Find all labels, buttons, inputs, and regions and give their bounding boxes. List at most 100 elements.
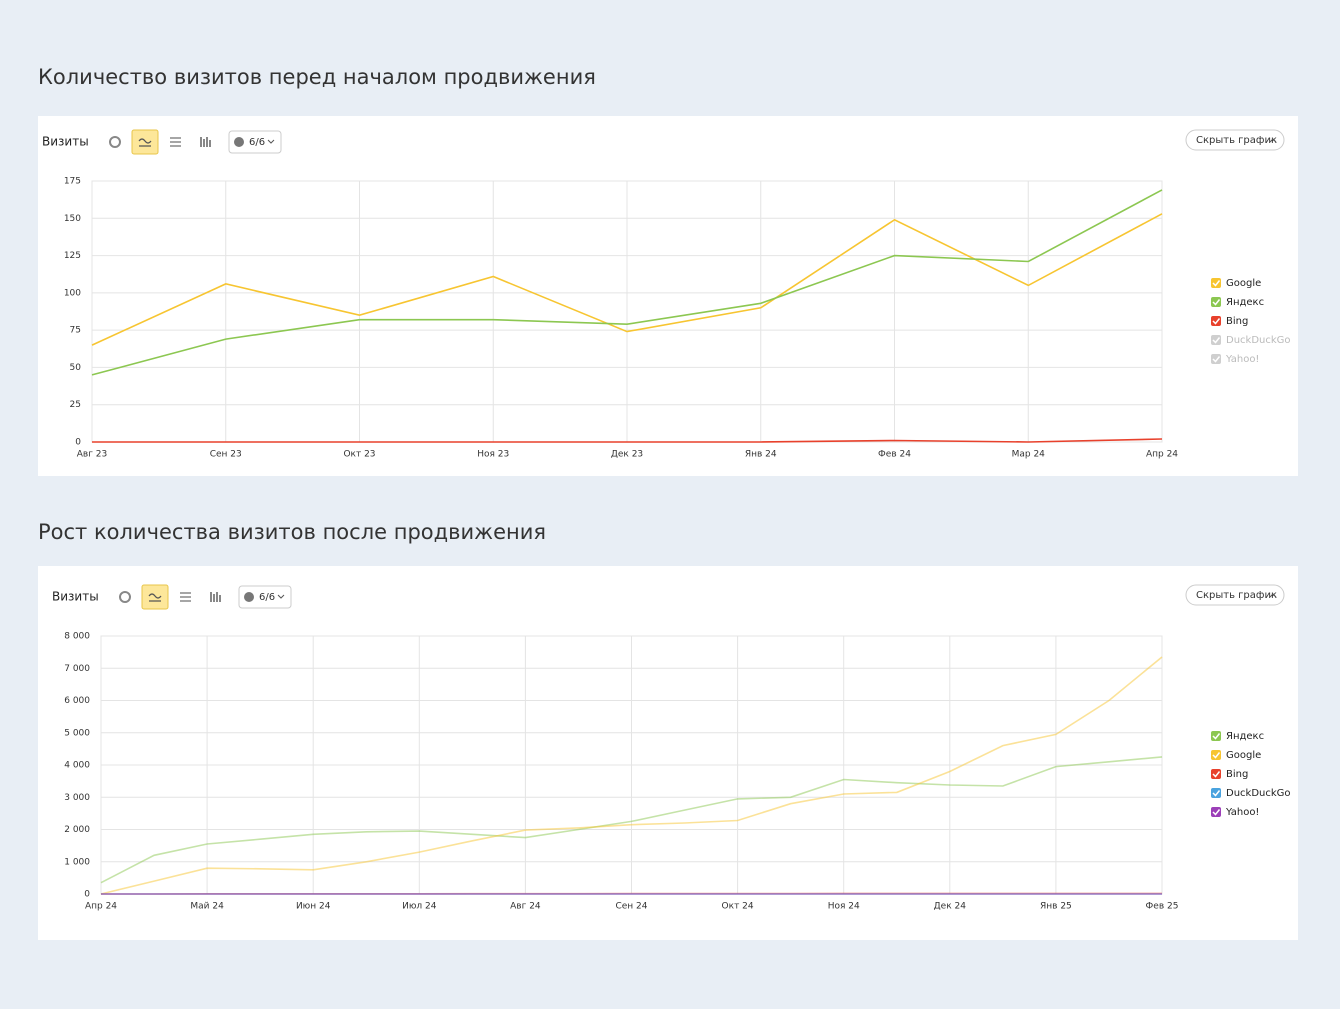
series-line [100,656,1163,895]
segments-button[interactable] [228,130,282,154]
chevron-up [1269,138,1277,143]
pie-icon[interactable] [119,591,131,603]
legend-checkbox[interactable] [1211,788,1221,798]
y-tick-label: 0 [84,890,90,900]
bar-icon[interactable] [210,592,221,602]
y-tick-label: 5 000 [64,728,90,738]
chart-title: Рост количества визитов после продвижени… [38,520,546,544]
hide-button[interactable] [1185,584,1285,606]
bar-icon[interactable] [200,137,211,147]
series-line [91,189,1163,376]
chevron-up [1269,593,1277,598]
x-tick-label: Мар 24 [1012,450,1046,460]
series-line [100,756,1163,884]
area-icon[interactable] [180,592,191,602]
legend-check [1212,809,1221,816]
legend-label: Yahoo! [1225,807,1259,818]
metric-label: Визиты [52,590,99,604]
x-tick-label: Авг 24 [510,902,541,912]
x-tick-label: Фев 25 [1146,902,1179,912]
legend-check [1212,733,1221,740]
x-tick-label: Дек 24 [934,902,967,912]
line-icon [138,138,152,147]
legend-label: Google [1226,278,1261,289]
y-tick-label: 25 [70,400,81,410]
legend-check [1212,356,1221,363]
x-tick-label: Янв 24 [745,450,777,460]
x-tick-label: Фев 24 [878,450,911,460]
segments-button[interactable] [238,585,292,609]
x-tick-label: Июл 24 [402,902,437,912]
y-tick-label: 3 000 [64,793,90,803]
y-tick-label: 0 [75,438,81,448]
legend-check [1212,299,1221,306]
legend-checkbox[interactable] [1211,278,1221,288]
chevron [267,139,275,144]
hide-label: Скрыть график [1196,135,1277,146]
line-icon-active[interactable] [141,584,169,610]
legend-label: Яндекс [1226,297,1264,308]
y-tick-label: 150 [64,214,81,224]
legend-checkbox[interactable] [1211,354,1221,364]
legend-label: Яндекс [1226,731,1264,742]
panel [38,566,1298,940]
hide-label: Скрыть график [1196,590,1277,601]
y-tick-label: 7 000 [64,664,90,674]
x-tick-label: Май 24 [190,902,224,912]
series-line [92,438,1163,443]
x-tick-label: Авг 23 [77,450,108,460]
x-tick-label: Ноя 23 [477,450,509,460]
x-tick-label: Ноя 24 [828,902,860,912]
series-line [91,213,1163,346]
legend-check [1212,318,1221,325]
y-tick-label: 2 000 [64,825,90,835]
legend-check [1212,790,1221,797]
y-tick-label: 175 [64,177,81,187]
chart-title: Количество визитов перед началом продвиж… [38,65,596,89]
x-tick-label: Апр 24 [1146,450,1178,460]
x-tick-label: Апр 24 [85,902,117,912]
segments-label: 6/6 [249,137,265,148]
legend-label: Yahoo! [1225,354,1259,365]
legend-check [1212,280,1221,287]
line-icon [148,593,162,602]
y-tick-label: 8 000 [64,632,90,642]
metric-label: Визиты [42,135,89,149]
legend-checkbox[interactable] [1211,316,1221,326]
line-icon-active[interactable] [131,129,159,155]
x-tick-label: Сен 24 [615,902,647,912]
segments-label: 6/6 [259,592,275,603]
legend-checkbox[interactable] [1211,297,1221,307]
y-tick-label: 6 000 [64,696,90,706]
y-tick-label: 1 000 [64,857,90,867]
legend-checkbox[interactable] [1211,807,1221,817]
hide-button[interactable] [1185,129,1285,151]
legend-checkbox[interactable] [1211,335,1221,345]
x-tick-label: Окт 23 [343,450,375,460]
legend-label: Bing [1226,316,1248,327]
x-tick-label: Янв 25 [1040,902,1072,912]
legend-label: Bing [1226,769,1248,780]
area-icon[interactable] [170,137,181,147]
y-tick-label: 125 [64,251,81,261]
x-tick-label: Сен 23 [210,450,242,460]
x-tick-label: Окт 24 [722,902,754,912]
comment-icon [234,137,244,147]
x-tick-label: Дек 23 [611,450,643,460]
y-tick-label: 75 [70,326,81,336]
y-tick-label: 4 000 [64,761,90,771]
legend-check [1212,337,1221,344]
legend-check [1212,752,1221,759]
x-tick-label: Июн 24 [296,902,331,912]
y-tick-label: 50 [70,363,82,373]
legend-check [1212,771,1221,778]
legend-label: DuckDuckGo [1226,788,1291,799]
legend-checkbox[interactable] [1211,731,1221,741]
legend-checkbox[interactable] [1211,750,1221,760]
pie-icon[interactable] [109,136,121,148]
legend-checkbox[interactable] [1211,769,1221,779]
comment-icon [244,592,254,602]
legend-label: DuckDuckGo [1226,335,1291,346]
